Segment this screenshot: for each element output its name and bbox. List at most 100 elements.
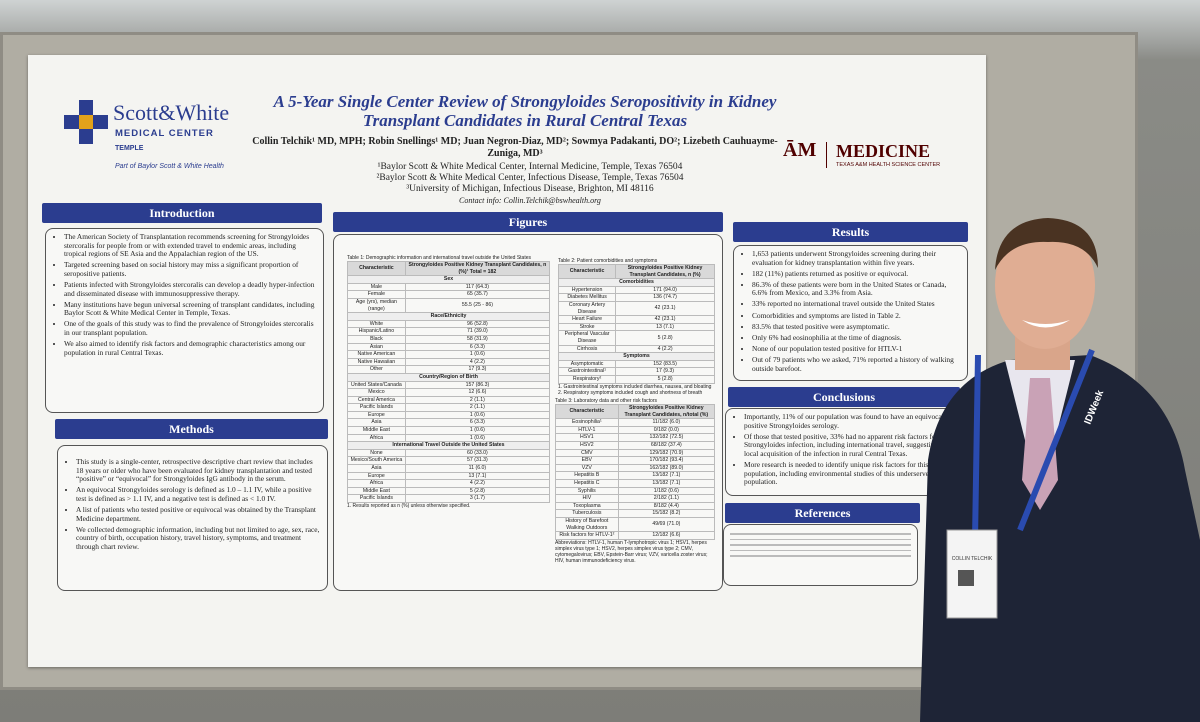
table-cell: 42 (23.1) <box>615 300 715 317</box>
table-cell: 136 (74.7) <box>615 293 715 302</box>
table-cell: 13 (7.1) <box>404 471 551 481</box>
table-grid: Characteristic Strongyloides Positive Kid… <box>555 403 716 540</box>
table-row: Country/Region of Birth <box>347 372 550 382</box>
table-cell: Stroke <box>557 322 617 332</box>
table-cell: 11/182 (6.0) <box>617 418 716 427</box>
table-cell: 12 (6.6) <box>404 388 551 397</box>
affiliations: ¹Baylor Scott & White Medical Center, In… <box>300 162 760 206</box>
table-cell: 96 (52.8) <box>404 319 551 329</box>
table-cell: Hypertension <box>557 285 617 295</box>
table-row: None 60 (33.0) <box>347 448 551 458</box>
table-cell: 4 (2.2) <box>404 479 551 488</box>
table-cell: Native Hawaiian <box>347 357 406 367</box>
badge-qr <box>958 570 974 586</box>
table-cell: Asian <box>347 342 406 352</box>
table-row: Black 58 (31.9) <box>347 334 551 344</box>
table-row: Native Hawaiian 4 (2.2) <box>347 357 551 367</box>
medicine-logo: MEDICINE <box>836 141 931 161</box>
bullet: Targeted screening based on social histo… <box>64 260 317 278</box>
bullet-list: This study is a single-center, retrospec… <box>64 457 321 551</box>
suit <box>920 355 1200 722</box>
table-row: Gastrointestinal¹ 17 (9.3) <box>557 367 715 376</box>
table-row: Diabetes Mellitus 136 (74.7) <box>557 293 715 302</box>
table-row: HSV2 68/182 (37.4) <box>555 440 716 450</box>
table-cell: 152 (83.5) <box>615 359 715 369</box>
table-cell: Other <box>347 365 406 374</box>
table-row: International Travel Outside the United … <box>347 441 550 450</box>
section-box: This study is a single-center, retrospec… <box>57 445 328 591</box>
table-row: Hypertension 171 (94.0) <box>557 285 715 295</box>
table-row: HSV1 132/182 (72.5) <box>555 433 716 442</box>
table-row: Hepatitis C 13/182 (7.1) <box>555 478 716 488</box>
bullet: Only 6% had eosinophilia at the time of … <box>752 333 961 343</box>
table: Table 1: Demographic information and int… <box>347 255 551 509</box>
table-cell: 12/182 (6.6) <box>617 531 716 540</box>
table-row: Europe 1 (0.6) <box>347 410 551 420</box>
header-cell: Characteristic <box>555 403 619 420</box>
authors: Collin Telchik¹ MD, MPH; Robin Snellings… <box>252 136 778 159</box>
bullet: We also aimed to identify risk factors a… <box>64 339 317 357</box>
table-note: 1. Gastrointestinal symptoms included di… <box>558 383 712 390</box>
logo-tagline: Part of Baylor Scott & White Health <box>115 163 224 170</box>
table-cell: Mexico <box>347 388 406 397</box>
table-cell: HSV1 <box>555 433 619 442</box>
table-header: Characteristic Strongyloides Positive Kid… <box>557 263 715 280</box>
table-cell: 6 (3.3) <box>404 342 551 352</box>
table-row: Race/Ethnicity <box>347 312 550 321</box>
table-cell: Toxoplasma <box>555 501 619 511</box>
table-row: United States/Canada 157 (86.3) <box>347 380 551 390</box>
table-row: Peripheral Vascular Disease 5 (2.8) <box>557 330 715 346</box>
bullet: Patients infected with Strongyloides ste… <box>64 280 317 298</box>
table-cell: 162/182 (89.0) <box>617 463 716 473</box>
table-cell: 58 (31.9) <box>404 334 551 344</box>
bullet: Comorbidities and symptoms are listed in… <box>752 311 961 321</box>
am-logo: ĀM <box>783 139 817 161</box>
bullet: None of our population tested positive f… <box>752 344 961 354</box>
lanyard <box>972 348 1095 541</box>
table-cell: 1 (0.6) <box>404 350 551 359</box>
header-cell: Strongyloides Positive Kidney Transplant… <box>404 260 551 277</box>
table-row: Asymptomatic 152 (83.5) <box>557 359 715 369</box>
table-cell: Europe <box>347 410 406 420</box>
table-cell: 65 (35.7) <box>404 290 551 299</box>
table-row: VZV 162/182 (89.0) <box>555 463 716 473</box>
ref-line <box>730 549 911 551</box>
table-cell: Middle East <box>347 426 406 435</box>
table-row: Risk factors for HTLV-1² 12/182 (6.6) <box>555 531 716 540</box>
affiliation: ³University of Michigan, Infectious Dise… <box>406 184 654 194</box>
table-cell: Sex <box>347 275 550 284</box>
table-row: Sex <box>347 275 550 284</box>
table-row: CMV 129/182 (70.9) <box>555 448 716 458</box>
table-cell: 5 (2.8) <box>615 374 715 384</box>
table-cell: 13/182 (7.1) <box>617 478 716 488</box>
table-cell: Africa <box>347 479 406 488</box>
table-row: Europe 13 (7.1) <box>347 471 551 481</box>
table-cell: HIV <box>555 494 619 503</box>
table-cell: Risk factors for HTLV-1² <box>555 531 619 540</box>
table-cell: 42 (23.1) <box>615 315 715 324</box>
table-cell: Coronary Artery Disease <box>557 300 617 317</box>
table-cell: Peripheral Vascular Disease <box>557 330 617 346</box>
table-cell: Asia <box>347 464 406 473</box>
table-row: Central America 2 (1.1) <box>347 395 551 405</box>
table-cell: Native American <box>347 350 406 359</box>
table-cell: Europe <box>347 471 406 481</box>
ref-line <box>730 533 911 535</box>
table-cell: Age (yrs), median (range) <box>347 297 406 314</box>
table-cell: 0/182 (0.0) <box>617 425 716 435</box>
table-cell: None <box>347 448 406 458</box>
table-row: Middle East 5 (2.8) <box>347 486 551 496</box>
table: Table 2: Patient comorbidities and sympt… <box>557 258 715 396</box>
table-cell: Asia <box>347 418 406 428</box>
table-cell: 3 (1.7) <box>404 494 551 503</box>
table-cell: Hispanic/Latino <box>347 327 406 336</box>
table-header: Characteristic Strongyloides Positive Kid… <box>347 260 551 277</box>
bullet: One of the goals of this study was to fi… <box>64 319 317 337</box>
bullet: 33% reported no international travel out… <box>752 300 961 309</box>
table-cell: Hepatitis C <box>555 478 619 488</box>
bullet-list: Importantly, 11% of our population was f… <box>732 412 953 487</box>
table-cell: 157 (86.3) <box>404 380 551 390</box>
section-heading: References <box>725 503 920 523</box>
section-heading: Introduction <box>42 203 322 223</box>
table-cell: Female <box>347 290 406 299</box>
